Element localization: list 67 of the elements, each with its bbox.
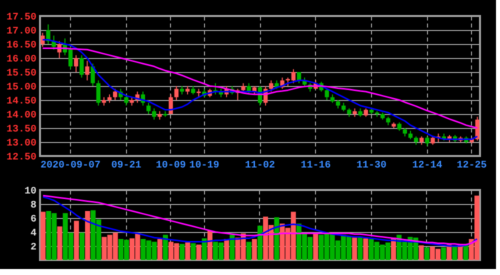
y-tick-label: 4 [30, 228, 36, 240]
x-tick-label: 12-14 [412, 160, 442, 172]
y-tick-label: 14.00 [6, 110, 36, 122]
bar [452, 246, 458, 260]
bar [358, 236, 363, 260]
bar [162, 234, 168, 260]
bar [196, 244, 202, 260]
y-tick-label: 15.50 [6, 68, 36, 80]
bar [313, 232, 318, 260]
candlestick [85, 60, 90, 81]
bar [85, 211, 90, 260]
candlestick [324, 88, 329, 100]
y-tick-label: 13.50 [6, 124, 36, 136]
candlestick [52, 35, 56, 50]
bar [363, 238, 368, 260]
candlestick [96, 80, 100, 106]
bar [202, 238, 207, 260]
y-tick-label: 13.00 [6, 138, 36, 150]
bar [252, 239, 257, 260]
x-tick-label: 11-30 [356, 160, 386, 172]
candlestick [146, 102, 151, 114]
bar [157, 239, 162, 260]
y-tick-label: 17.50 [6, 12, 36, 24]
bar [224, 239, 230, 260]
x-tick-label: 12-25 [456, 160, 487, 172]
y-tick-label: 14.50 [6, 96, 36, 108]
y-tick-label: 17.00 [6, 26, 36, 38]
candlestick [269, 80, 274, 92]
candlestick [425, 136, 430, 147]
x-tick-label: 09-21 [111, 160, 142, 172]
bar [74, 220, 79, 260]
x-tick-label: 11-16 [300, 160, 331, 172]
bar [185, 242, 190, 260]
bar [424, 247, 430, 260]
y-tick-label: 10 [24, 186, 36, 198]
candlestick [74, 54, 78, 72]
bar [190, 243, 196, 260]
candlestick [124, 94, 128, 106]
bar [246, 242, 252, 260]
bar [207, 230, 212, 260]
bar [180, 244, 185, 260]
bar [352, 238, 358, 260]
bar [257, 226, 263, 260]
bar [40, 212, 46, 260]
y-tick-label: 12.50 [6, 152, 36, 164]
y-tick-label: 6 [30, 214, 36, 226]
bar [79, 232, 84, 260]
y-tick-label: 15.00 [6, 82, 36, 94]
x-tick-label: 11-02 [244, 160, 276, 172]
candlestick [152, 108, 156, 120]
bar [418, 245, 424, 260]
x-tick-label: 10-09 [156, 160, 186, 172]
candlestick [80, 54, 84, 78]
y-tick-label: 2 [30, 242, 36, 254]
bar [230, 234, 235, 260]
y-tick-label: 16.50 [6, 40, 36, 52]
y-tick-label: 16.00 [6, 54, 36, 66]
x-tick-label: 2020-09-07 [40, 160, 101, 172]
bar [57, 226, 62, 260]
x-tick-label: 10-19 [189, 160, 220, 172]
bar [441, 247, 446, 260]
bar [446, 244, 452, 260]
y-tick-label: 8 [30, 200, 36, 212]
candlestick [90, 63, 95, 86]
bar [274, 217, 280, 260]
candlestick [174, 86, 178, 100]
candlestick [113, 88, 118, 100]
